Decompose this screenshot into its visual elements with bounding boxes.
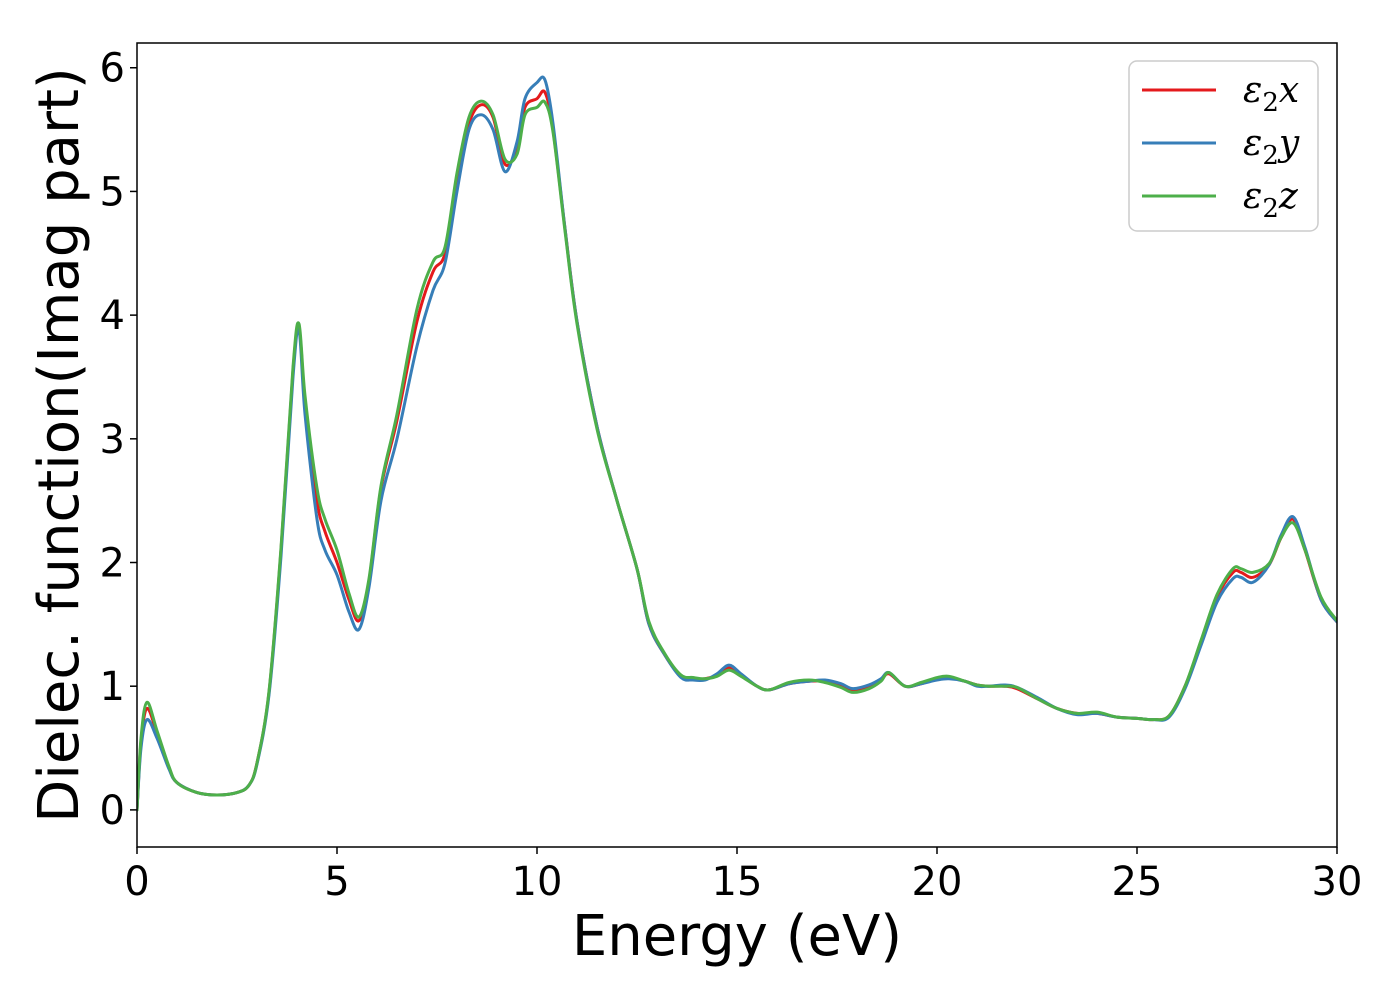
legend-label-z: ε2z (1243, 176, 1299, 224)
x-tick-label: 0 (124, 859, 149, 905)
x-tick-label: 20 (912, 859, 963, 905)
plot-area (136, 42, 1338, 848)
y-tick-label: 6 (100, 46, 125, 92)
y-tick-label: 4 (100, 293, 125, 339)
x-tick-label: 10 (512, 859, 563, 905)
series-line-z (137, 99, 1337, 812)
y-tick-label: 5 (100, 169, 125, 215)
x-axis-title: Energy (eV) (572, 904, 902, 969)
x-tick-label: 5 (324, 859, 349, 905)
legend-box (1128, 60, 1319, 232)
y-tick-label: 1 (100, 664, 125, 710)
y-tick-label: 2 (100, 541, 125, 587)
y-tick-label: 0 (100, 788, 125, 834)
x-tick-label: 30 (1312, 859, 1363, 905)
y-tick-label: 3 (100, 417, 125, 463)
legend: ε2x ε2y ε2z (1128, 60, 1319, 232)
x-tick-label: 15 (712, 859, 763, 905)
x-axis: 0 5 10 15 20 25 30 (124, 847, 1362, 905)
legend-label-x: ε2x (1243, 70, 1299, 118)
y-axis-title: Dielec. function(Imag part) (27, 67, 92, 823)
series-layer (137, 75, 1337, 812)
legend-label-y: ε2y (1243, 123, 1300, 171)
x-tick-label: 25 (1112, 859, 1163, 905)
y-axis: 0 1 2 3 4 5 6 (100, 46, 137, 834)
